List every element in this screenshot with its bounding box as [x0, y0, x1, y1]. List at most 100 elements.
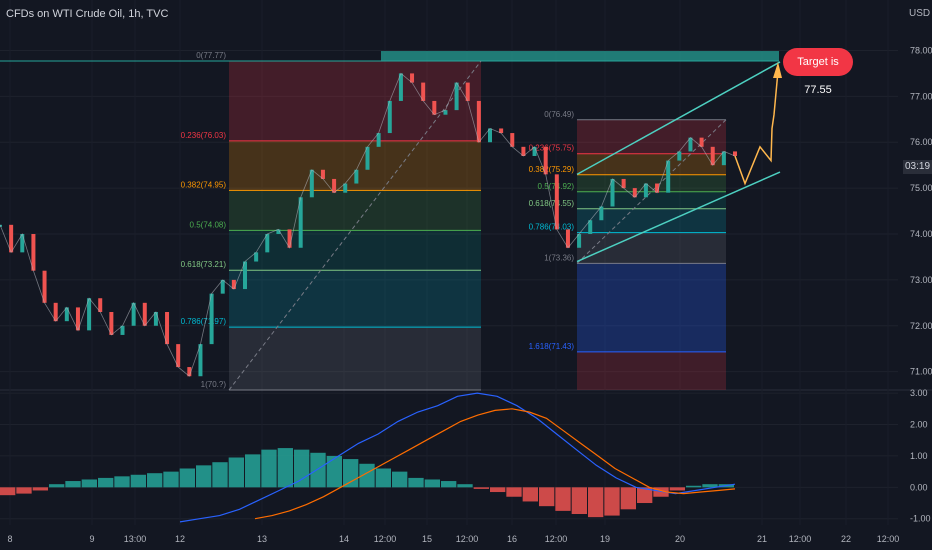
time-tick: 12:00 [456, 534, 479, 544]
projection-arrowhead [773, 61, 782, 78]
macd-hist-bar [65, 481, 81, 488]
time-tick: 15 [422, 534, 432, 544]
macd-tick: 3.00 [910, 388, 928, 398]
macd-hist-bar [130, 474, 146, 488]
price-candle [142, 302, 147, 326]
macd-hist-bar [98, 477, 114, 488]
fib-label-right: 0.786(74.03) [529, 223, 575, 232]
price-badge: 03:19 [903, 160, 932, 174]
price-candle [499, 128, 504, 134]
fib-label-right: 1.618(71.43) [529, 342, 575, 351]
fib-zone-left [229, 230, 481, 271]
price-tick: 72.00 [910, 321, 932, 331]
fib-zone-left [229, 190, 481, 231]
macd-hist-bar [261, 449, 277, 488]
price-candle [721, 151, 726, 166]
fib-label-right: 1(73.36) [544, 253, 574, 262]
price-candle [254, 252, 259, 262]
price-candle [543, 146, 548, 175]
price-candle [354, 169, 359, 184]
macd-tick: 1.00 [910, 451, 928, 461]
macd-hist-bar [81, 479, 97, 488]
channel-upper [576, 61, 781, 176]
price-candle [309, 169, 314, 198]
macd-tick: -1.00 [910, 514, 931, 524]
fib-zone-right [577, 119, 726, 154]
price-candle [643, 183, 648, 198]
price-candle [454, 82, 459, 111]
price-tick: 76.00 [910, 137, 932, 147]
target-badge[interactable]: Target is 77.55 [783, 48, 853, 96]
price-candle [599, 206, 604, 221]
fib-zone-left [229, 327, 481, 390]
price-candle [632, 188, 637, 198]
price-candle [376, 133, 381, 147]
macd-hist-bar [147, 473, 163, 488]
time-tick: 8 [7, 534, 12, 544]
price-candle [220, 279, 225, 294]
price-tick: 73.00 [910, 275, 932, 285]
price-candle [176, 344, 181, 368]
price-candle [421, 82, 426, 101]
price-candle [410, 73, 415, 83]
time-tick: 16 [507, 534, 517, 544]
fib-zone-left [229, 270, 481, 328]
price-candle [165, 312, 170, 345]
price-candle [588, 220, 593, 234]
macd-hist-bar [539, 487, 555, 507]
price-candle [443, 110, 448, 115]
time-tick: 21 [757, 534, 767, 544]
fib-label-left: 0.382(74.95) [181, 180, 227, 189]
macd-hist-bar [0, 487, 16, 496]
macd-hist-bar [441, 481, 457, 488]
macd-hist-bar [114, 476, 130, 488]
macd-hist-bar [179, 468, 195, 488]
price-candle [87, 298, 92, 331]
price-line [0, 72, 736, 377]
price-candle [53, 302, 58, 322]
price-candle [432, 100, 437, 115]
fib-zone-right [577, 263, 726, 352]
price-candle [276, 229, 281, 234]
price-candle [521, 146, 526, 156]
price-candle [287, 229, 292, 248]
price-candle [688, 137, 693, 152]
macd-hist-bar [245, 454, 261, 488]
time-tick: 13 [257, 534, 267, 544]
fib-label-left: 0(77.77) [196, 51, 226, 60]
price-candle [343, 183, 348, 193]
fib-label-left: 0.5(74.08) [190, 220, 227, 229]
macd-hist-bar [620, 487, 636, 510]
price-candle [554, 174, 559, 230]
macd-hist-bar [490, 487, 506, 493]
price-candle [565, 229, 570, 248]
price-candle [265, 234, 270, 253]
signal-line [254, 408, 736, 520]
price-candle [655, 183, 660, 193]
macd-hist-bar [473, 487, 489, 489]
price-candle [187, 367, 192, 377]
price-candle [577, 234, 582, 248]
time-tick: 12:00 [789, 534, 812, 544]
macd-hist-bar [637, 487, 653, 504]
fib-zone-right [577, 208, 726, 233]
fib-label-left: 0.786(71.97) [181, 317, 227, 326]
macd-hist-bar [228, 457, 244, 488]
time-tick: 19 [600, 534, 610, 544]
macd-hist-bar [294, 449, 310, 488]
fib-label-right: 0.236(75.75) [529, 144, 575, 153]
macd-line [179, 392, 736, 523]
price-candle [42, 270, 47, 303]
fib-label-right: 0(76.49) [544, 110, 574, 119]
price-candle [387, 100, 392, 134]
time-tick: 14 [339, 534, 349, 544]
price-candle [532, 146, 537, 156]
fib-zone-right [577, 153, 726, 175]
time-tick: 12 [175, 534, 185, 544]
macd-hist-bar [392, 471, 408, 488]
price-candle [465, 82, 470, 101]
currency-label: USD [909, 8, 931, 19]
macd-hist-bar [555, 487, 571, 511]
